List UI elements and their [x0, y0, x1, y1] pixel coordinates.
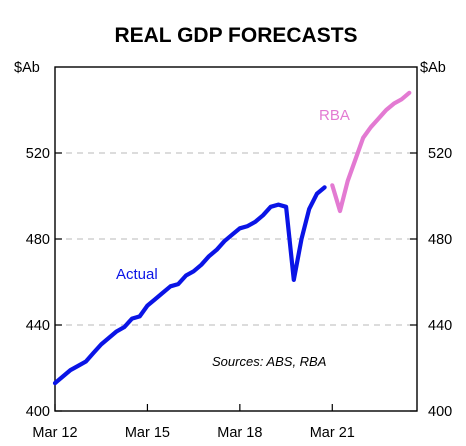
- y-tick-label-right: 480: [428, 232, 452, 248]
- y-tick-label-left: 480: [26, 232, 50, 248]
- y-tick-label-right: 400: [428, 404, 452, 420]
- y-tick-label-right: 520: [428, 146, 452, 162]
- rba-series-label: RBA: [319, 107, 350, 124]
- actual-series-label: Actual: [116, 266, 158, 283]
- x-tick-label: Mar 21: [310, 425, 355, 441]
- y-unit-right: $Ab: [420, 60, 446, 76]
- y-unit-left: $Ab: [14, 60, 40, 76]
- y-axis: 400 400 440 440 480 480 520 520: [26, 146, 452, 420]
- x-tick-label: Mar 12: [32, 425, 77, 441]
- x-axis: Mar 12 Mar 15 Mar 18 Mar 21: [32, 404, 355, 441]
- chart-title: REAL GDP FORECASTS: [114, 24, 357, 47]
- x-tick-label: Mar 18: [217, 425, 262, 441]
- x-tick-label: Mar 15: [125, 425, 170, 441]
- y-tick-label-left: 520: [26, 146, 50, 162]
- series-group: [52, 90, 412, 386]
- gridlines: [55, 152, 417, 326]
- y-tick-label-left: 400: [26, 404, 50, 420]
- series-line-actual: [52, 185, 327, 386]
- series-line-rba: [330, 90, 412, 214]
- y-tick-label-left: 440: [26, 318, 50, 334]
- y-tick-label-right: 440: [428, 318, 452, 334]
- source-note: Sources: ABS, RBA: [212, 354, 326, 369]
